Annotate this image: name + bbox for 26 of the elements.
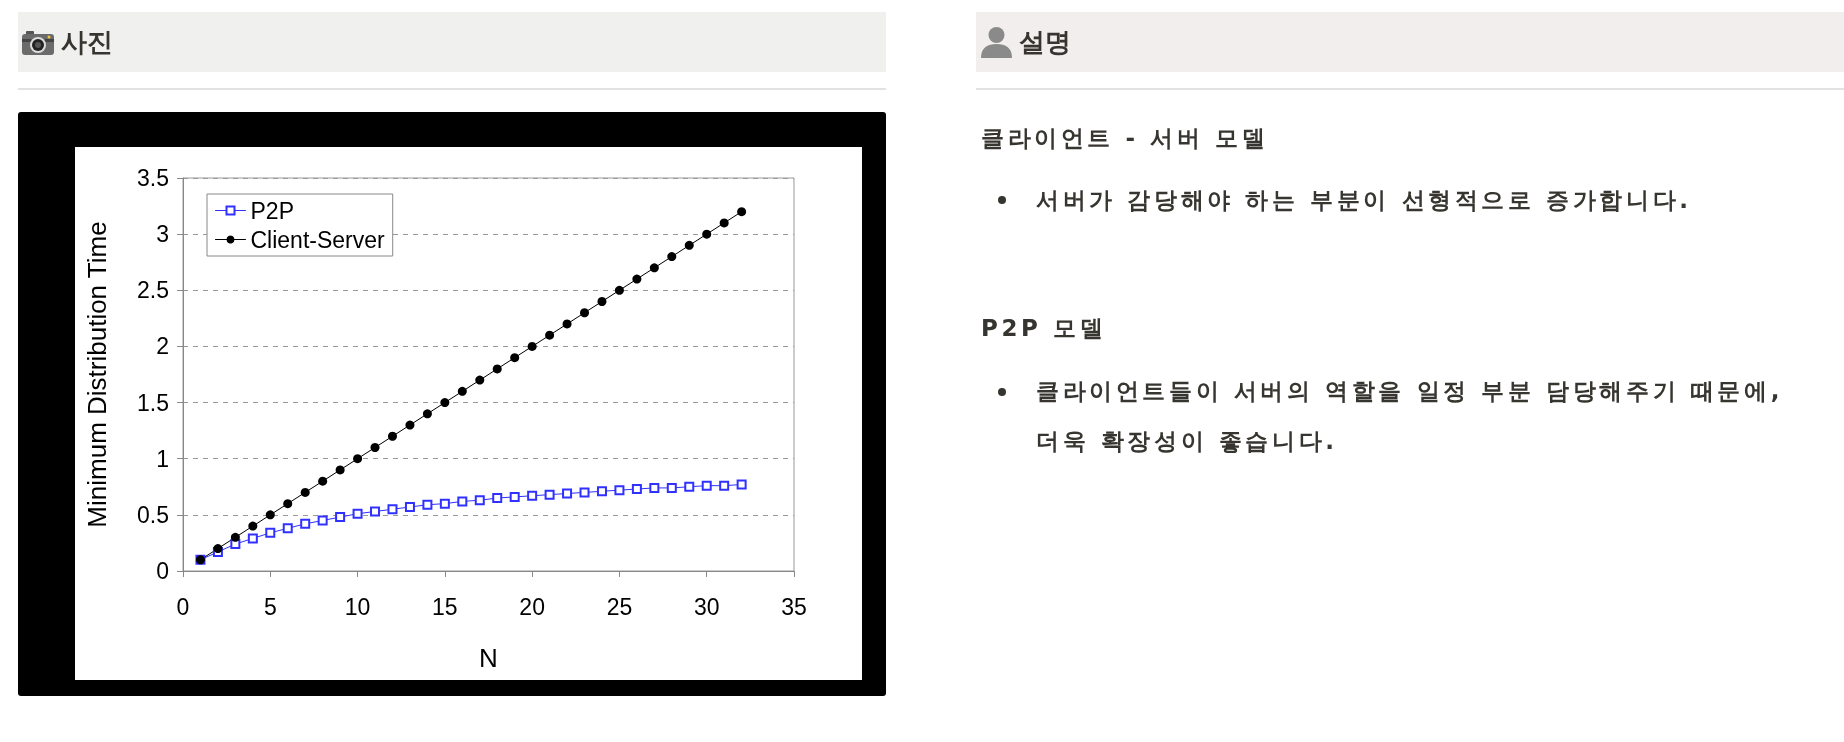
y-tick-label: 0.5 xyxy=(137,501,169,528)
text: 사진 xyxy=(61,26,113,58)
y-tick-label: 3 xyxy=(156,221,169,248)
x-tick-label: 30 xyxy=(693,593,720,620)
text: 서버가 감당해야 하는 부분이 선형적으로 증가합니다. xyxy=(1036,186,1692,215)
text: P2P 모델 xyxy=(981,314,1107,343)
y-tick-label: 3.5 xyxy=(137,165,169,191)
y-tick-label: 2 xyxy=(156,333,169,360)
y-tick-label: 0 xyxy=(156,558,169,584)
x-tick-label: 10 xyxy=(344,593,371,620)
y-tick-label: 1 xyxy=(156,445,169,472)
text: 클라이언트들이 서버의 역할을 일정 부분 담당해주기 때문에, 더욱 확장성이 좋습니다. xyxy=(1036,377,1784,456)
x-tick-label: 20 xyxy=(519,593,545,620)
legend-label: Client-Server xyxy=(250,226,386,253)
legend-label: P2P xyxy=(250,197,294,224)
y-axis-title: Minimum Distribution Time xyxy=(82,221,112,528)
x-tick-label: 0 xyxy=(176,593,190,620)
y-tick-label: 1.5 xyxy=(137,389,169,416)
x-tick-label: 35 xyxy=(781,593,807,620)
x-tick-label: 15 xyxy=(432,593,458,620)
x-axis-title: N xyxy=(479,643,498,673)
text: 클라이언트 - 서버 모델 xyxy=(981,124,1269,153)
x-tick-label: 5 xyxy=(263,593,277,620)
x-tick-label: 25 xyxy=(606,593,633,620)
y-tick-label: 2.5 xyxy=(137,277,169,304)
text: 설명 xyxy=(1019,26,1071,58)
